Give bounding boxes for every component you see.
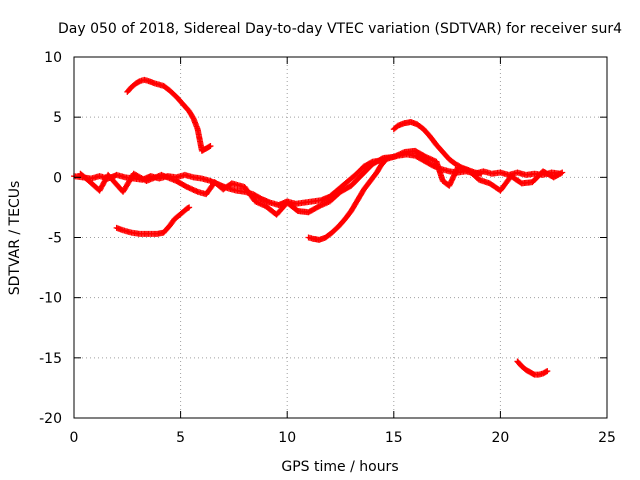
y-tick-label: 0 [53, 170, 62, 186]
y-tick-label: -20 [39, 411, 62, 427]
data-points [71, 76, 566, 378]
x-tick-label: 5 [176, 430, 185, 446]
axis-ticks: 0 5 10 15 20 25 -20 -15 -10 -5 0 5 10 [39, 50, 616, 446]
y-axis-label: SDTVAR / TECUs [7, 181, 23, 296]
data-point [544, 368, 551, 375]
x-tick-label: 25 [598, 430, 616, 446]
data-point [558, 170, 565, 177]
x-tick-label: 10 [278, 430, 296, 446]
data-point [559, 169, 566, 176]
x-axis-label: GPS time / hours [281, 459, 398, 475]
y-tick-label: -15 [39, 351, 62, 367]
y-tick-label: -5 [48, 231, 62, 247]
x-tick-label: 0 [70, 430, 79, 446]
series-low-arc-morning [113, 204, 193, 237]
series-high-arc-morning [124, 76, 214, 154]
y-tick-label: -10 [39, 291, 62, 307]
y-tick-label: 10 [44, 50, 62, 66]
series-low-arc-evening [514, 358, 551, 378]
data-point [207, 143, 214, 150]
data-point [381, 158, 388, 165]
data-point [478, 170, 485, 177]
x-tick-label: 15 [385, 430, 403, 446]
chart-title: Day 050 of 2018, Sidereal Day-to-day VTE… [58, 21, 622, 37]
x-tick-label: 20 [491, 430, 509, 446]
series-high-arc-afternoon [390, 118, 485, 177]
data-point [382, 157, 389, 164]
data-point [186, 204, 193, 211]
y-tick-label: 5 [53, 110, 62, 126]
series-low-arc-midday [305, 157, 389, 243]
